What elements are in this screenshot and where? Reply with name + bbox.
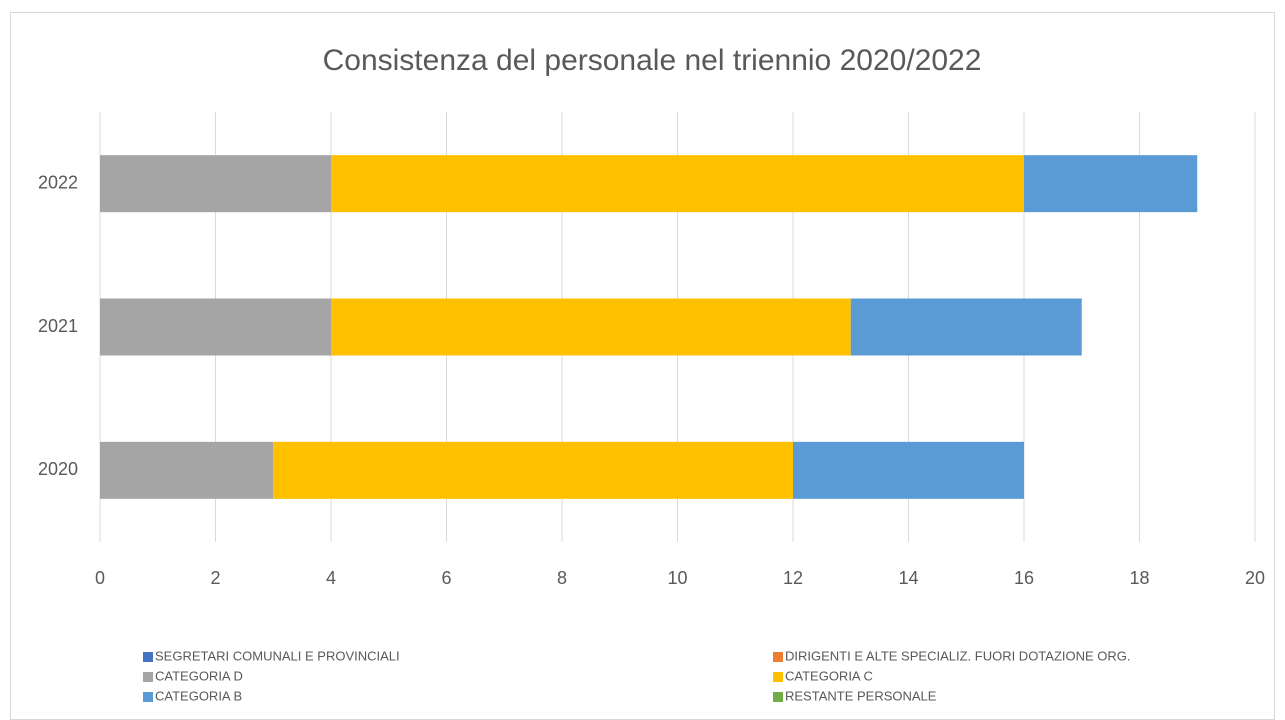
legend-label: CATEGORIA D	[155, 668, 243, 683]
legend-label: DIRIGENTI E ALTE SPECIALIZ. FUORI DOTAZI…	[785, 648, 1131, 663]
x-tick-label: 16	[1014, 568, 1034, 588]
y-tick-label: 2020	[38, 459, 78, 479]
legend-label: SEGRETARI COMUNALI E PROVINCIALI	[155, 648, 400, 663]
x-tick-label: 20	[1245, 568, 1265, 588]
chart-frame	[10, 12, 1275, 720]
legend-swatch	[143, 652, 153, 662]
legend-swatch	[143, 692, 153, 702]
x-tick-label: 10	[667, 568, 687, 588]
legend-swatch	[773, 672, 783, 682]
legend-label: RESTANTE PERSONALE	[785, 688, 937, 703]
x-tick-label: 12	[783, 568, 803, 588]
x-tick-label: 6	[441, 568, 451, 588]
bar-segment	[793, 441, 1024, 499]
y-tick-label: 2021	[38, 316, 78, 336]
legend-swatch	[773, 692, 783, 702]
bar-segment	[100, 155, 331, 213]
legend-swatch	[143, 672, 153, 682]
bar-segment	[100, 441, 274, 499]
legend-label: CATEGORIA B	[155, 688, 242, 703]
x-tick-label: 4	[326, 568, 336, 588]
x-tick-label: 18	[1129, 568, 1149, 588]
y-tick-label: 2022	[38, 172, 78, 192]
bar-segment	[331, 155, 1024, 213]
bar-segment	[273, 441, 793, 499]
x-tick-label: 2	[210, 568, 220, 588]
bar-segment	[331, 298, 851, 356]
legend-label: CATEGORIA C	[785, 668, 873, 683]
legend-swatch	[773, 652, 783, 662]
bar-segment	[100, 298, 331, 356]
bar-segment	[850, 298, 1082, 356]
chart-title: Consistenza del personale nel triennio 2…	[323, 44, 982, 77]
x-tick-label: 14	[898, 568, 918, 588]
x-tick-label: 0	[95, 568, 105, 588]
x-tick-label: 8	[557, 568, 567, 588]
bar-segment	[1024, 155, 1198, 213]
